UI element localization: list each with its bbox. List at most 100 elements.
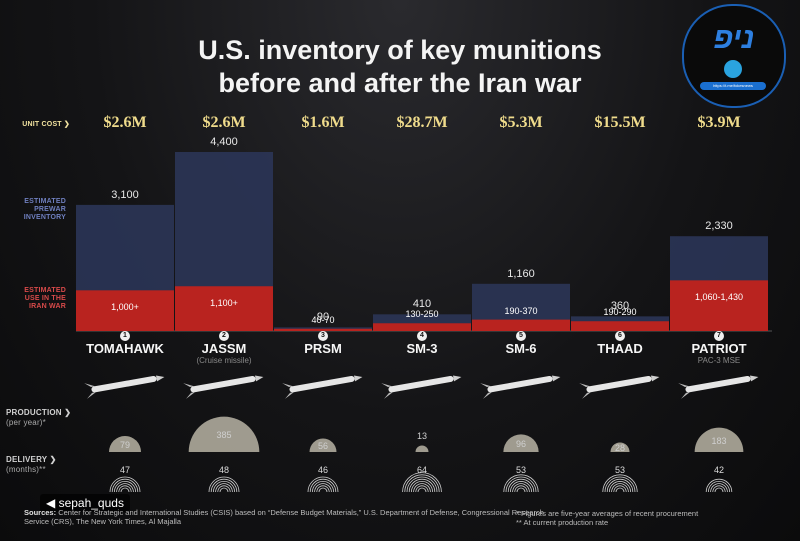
unit-cost-value: $28.7M (396, 114, 448, 131)
sources-footer: Sources: Center for Strategic and Intern… (24, 508, 544, 526)
bar-group-tomahawk (76, 204, 174, 493)
missile-nose (452, 375, 462, 382)
delivery-ring (210, 478, 238, 493)
production-bubble (109, 436, 141, 452)
logo-link[interactable]: https://t.me/fokesnews (700, 82, 766, 90)
delivery-ring (606, 478, 634, 493)
missile-body (685, 375, 751, 393)
prewar-value-label: 90 (316, 311, 330, 324)
war-use-bar (175, 286, 273, 331)
production-value: 96 (515, 439, 526, 450)
delivery-arcs (402, 472, 442, 493)
rank-badge: 6 (615, 331, 625, 341)
delivery-ring (415, 485, 429, 493)
unit-cost-value: $3.9M (697, 114, 741, 131)
missile-body (487, 375, 553, 393)
title-line-2: before and after the Iran war (218, 68, 582, 98)
footnote-2: ** At current production rate (516, 518, 609, 527)
use-label-line-3: IRAN WAR (29, 303, 66, 310)
delivery-ring (712, 485, 726, 493)
munition-name: THAAD (597, 341, 643, 356)
delivery-ring (217, 485, 231, 493)
delivery-ring (406, 476, 438, 493)
delivery-ring (312, 481, 334, 493)
missile-nose (551, 375, 561, 382)
prewar-label-line-2: PREWAR (34, 206, 66, 213)
missile-fins (183, 383, 195, 399)
missile-nose (749, 375, 759, 382)
delivery-ring (118, 485, 132, 493)
bar-group-prsm (274, 327, 372, 493)
missile-fins (480, 383, 492, 399)
missile-body (190, 375, 256, 393)
footnotes: * Figures are five-year averages of rece… (516, 509, 786, 527)
delivery-ring (404, 474, 440, 493)
delivery-ring (514, 485, 528, 493)
war-use-value-label: 1,060-1,430 (694, 292, 744, 303)
munition-name: PATRIOT (691, 341, 747, 356)
delivery-ring (516, 487, 526, 493)
production-bubble (503, 434, 539, 452)
war-use-value-label: 190-370 (504, 305, 538, 316)
delivery-ring (505, 476, 537, 493)
prewar-label-line-1: ESTIMATED (24, 198, 66, 205)
war-use-bar (472, 319, 570, 331)
use-label-line-2: USE IN THE (24, 295, 66, 302)
production-value: 56 (317, 441, 328, 452)
delivery-label-main: DELIVERY ❯ (6, 455, 57, 464)
unit-cost-value: $2.6M (202, 114, 246, 131)
munition-name: JASSM (201, 341, 247, 356)
delivery-ring (316, 485, 330, 493)
delivery-ring (417, 487, 427, 493)
missile-nose (155, 375, 165, 382)
use-label-line-1: ESTIMATED (24, 287, 66, 294)
missile-nose (650, 375, 660, 382)
delivery-value: 42 (713, 465, 724, 475)
delivery-ring (318, 487, 328, 493)
prewar-value-label: 1,160 (507, 267, 535, 280)
delivery-ring (120, 487, 130, 493)
production-bubble (694, 427, 744, 452)
delivery-label-sub: (months)** (6, 465, 46, 474)
delivery-ring (402, 472, 442, 493)
delivery-arcs (109, 476, 141, 493)
rank-badge: 3 (318, 331, 328, 341)
delivery-ring (510, 481, 532, 493)
delivery-ring (213, 481, 235, 493)
unit-cost-value: $2.6M (103, 114, 147, 131)
delivery-ring (411, 481, 433, 493)
missile-body (586, 375, 652, 393)
delivery-ring (708, 481, 730, 493)
missile-fins (84, 383, 96, 399)
delivery-ring (408, 478, 436, 493)
war-use-bar (571, 321, 669, 331)
delivery-ring (114, 481, 136, 493)
production-label-sub: (per year)* (6, 418, 46, 427)
delivery-ring (507, 478, 535, 493)
delivery-ring (503, 474, 539, 493)
bar-group-sm-3 (373, 314, 471, 493)
prewar-value-label: 410 (412, 298, 432, 311)
delivery-ring (219, 487, 229, 493)
unit-cost-value: $1.6M (301, 114, 345, 131)
missile-fins (282, 383, 294, 399)
channel-watermark: ◀ sepah_quds (40, 494, 130, 512)
delivery-ring (314, 483, 332, 493)
missile-icon (381, 375, 462, 399)
war-use-value-label: 190-290 (603, 307, 637, 318)
production-value: 385 (216, 430, 232, 441)
prewar-value-label: 4,400 (210, 136, 238, 148)
missile-icon (480, 375, 561, 399)
war-use-value-label: 130-250 (405, 309, 439, 320)
bar-group-patriot (670, 236, 768, 493)
delivery-ring (604, 476, 636, 493)
delivery-arcs (208, 476, 240, 493)
delivery-value: 46 (317, 465, 328, 475)
delivery-label: DELIVERY ❯ (months)** (6, 455, 72, 475)
production-value: 183 (711, 435, 727, 446)
unit-cost-value: $15.5M (594, 114, 646, 131)
chart-title: U.S. inventory of key munitions before a… (110, 34, 690, 100)
munition-name: SM-3 (406, 341, 438, 356)
delivery-ring (109, 476, 141, 493)
channel-logo[interactable]: ניפ https://t.me/fokesnews (682, 4, 786, 108)
